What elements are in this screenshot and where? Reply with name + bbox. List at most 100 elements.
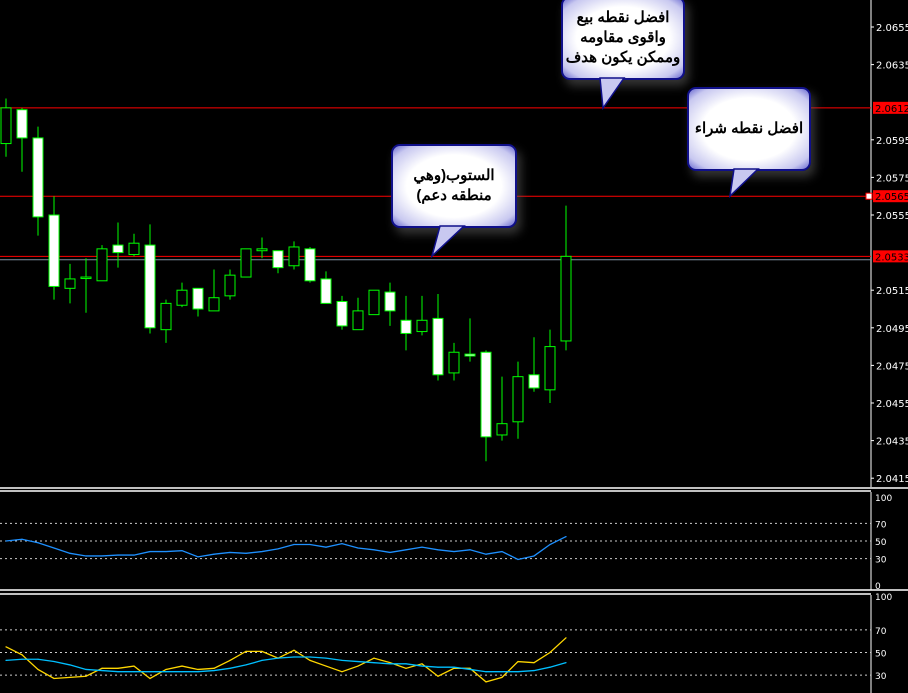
candle-body [496, 423, 508, 436]
indicator-tick-label: 70 [875, 520, 887, 530]
indicator-point [469, 549, 471, 551]
indicator-point [245, 552, 247, 554]
candle [432, 293, 444, 381]
candle-body [208, 297, 220, 312]
indicator-tick-label: 30 [875, 672, 887, 682]
indicator-point [229, 667, 231, 669]
indicator-point [405, 667, 407, 669]
indicator-point [53, 547, 55, 549]
candle [496, 376, 508, 441]
candle-body [272, 250, 284, 269]
indicator-point [437, 666, 439, 668]
indicator-point [37, 658, 39, 660]
indicator-point [357, 660, 359, 663]
line-handle-marker [865, 192, 873, 200]
candle [336, 295, 348, 330]
indicator-point [37, 542, 39, 544]
indicator-point [101, 555, 103, 557]
indicator-point [245, 650, 247, 652]
indicator-tick-label: 100 [875, 593, 892, 603]
price-tick-label: 2.0595 [876, 136, 908, 147]
indicator-point [373, 549, 375, 551]
indicator-point [149, 550, 151, 553]
indicator-point [405, 549, 407, 551]
indicator-point [293, 543, 295, 546]
indicator-point [101, 669, 103, 672]
callout-sell-line-3: وممكن يكون هدف [565, 49, 681, 66]
price-tick-label: 2.0655 [876, 23, 908, 34]
candle [176, 282, 188, 308]
candle-body [96, 248, 108, 282]
indicator-point [213, 669, 215, 672]
indicator-point [421, 665, 423, 667]
indicator-point [485, 681, 487, 683]
candle-body [240, 248, 252, 278]
candle [16, 107, 28, 172]
indicator-point [501, 676, 503, 678]
candle [32, 126, 44, 236]
candle-body [560, 255, 572, 342]
indicator-tick-label: 30 [875, 556, 887, 566]
indicator-point [485, 671, 487, 673]
price-tick-label: 2.0435 [876, 437, 908, 448]
indicator-point [517, 660, 519, 663]
indicator-point [565, 662, 567, 664]
candle [240, 248, 252, 278]
indicator-series-line [5, 656, 567, 673]
candle [304, 246, 316, 283]
candle [320, 271, 332, 304]
callout-stop: الستوب(وهي منطقه دعم) [391, 144, 517, 228]
indicator-point [549, 651, 551, 654]
callout-buy-line-1: افضل نقطه شراء [694, 120, 804, 137]
candle-body [288, 246, 300, 267]
indicator-point [101, 667, 103, 669]
indicator-point [261, 550, 263, 553]
price-tick-label: 2.0415 [876, 474, 908, 485]
indicator-point [229, 551, 231, 554]
candle-body [528, 374, 540, 389]
indicator-tick-label: 50 [875, 650, 887, 660]
indicator-point [53, 677, 55, 680]
indicator-point [325, 665, 327, 667]
indicator-point [533, 669, 535, 672]
price-label-text: 2.0533 [875, 252, 908, 263]
indicator-point [277, 548, 279, 550]
candle [224, 269, 236, 300]
candle [96, 245, 108, 282]
indicator-point [469, 667, 471, 669]
indicator-point [309, 659, 311, 662]
indicator-point [117, 554, 119, 556]
indicator-point [309, 543, 311, 546]
indicator-point [389, 662, 391, 664]
candle-body [464, 353, 476, 357]
indicator-point [373, 657, 375, 659]
indicator-point [485, 553, 487, 555]
indicator-point [533, 555, 535, 557]
candle-body [48, 214, 60, 287]
indicator-point [85, 555, 87, 557]
indicator-point [69, 552, 71, 554]
indicator-point [325, 546, 327, 548]
candle [112, 222, 124, 268]
indicator-point [453, 666, 455, 668]
indicator-point [213, 553, 215, 555]
price-tick-label: 2.0455 [876, 399, 908, 410]
indicator-point [293, 656, 295, 658]
candle-body [368, 289, 380, 316]
indicator-point [37, 668, 39, 671]
price-tick-label: 2.0635 [876, 61, 908, 72]
callout-sell: افضل نقطه بيع واقوى مقاومه وممكن يكون هد… [561, 0, 685, 80]
indicator-point [149, 677, 151, 680]
indicator-point [341, 543, 343, 545]
candle [0, 98, 12, 157]
indicator-point [85, 668, 87, 671]
candle [560, 205, 572, 351]
callout-sell-line-2: واقوى مقاومه [580, 29, 666, 46]
indicator-point [197, 668, 199, 671]
indicator-point [245, 664, 247, 666]
indicator-point [21, 538, 23, 540]
candle-body [256, 248, 268, 252]
indicator-point [181, 550, 183, 552]
candle-body [16, 109, 28, 139]
candle-body [144, 244, 156, 329]
